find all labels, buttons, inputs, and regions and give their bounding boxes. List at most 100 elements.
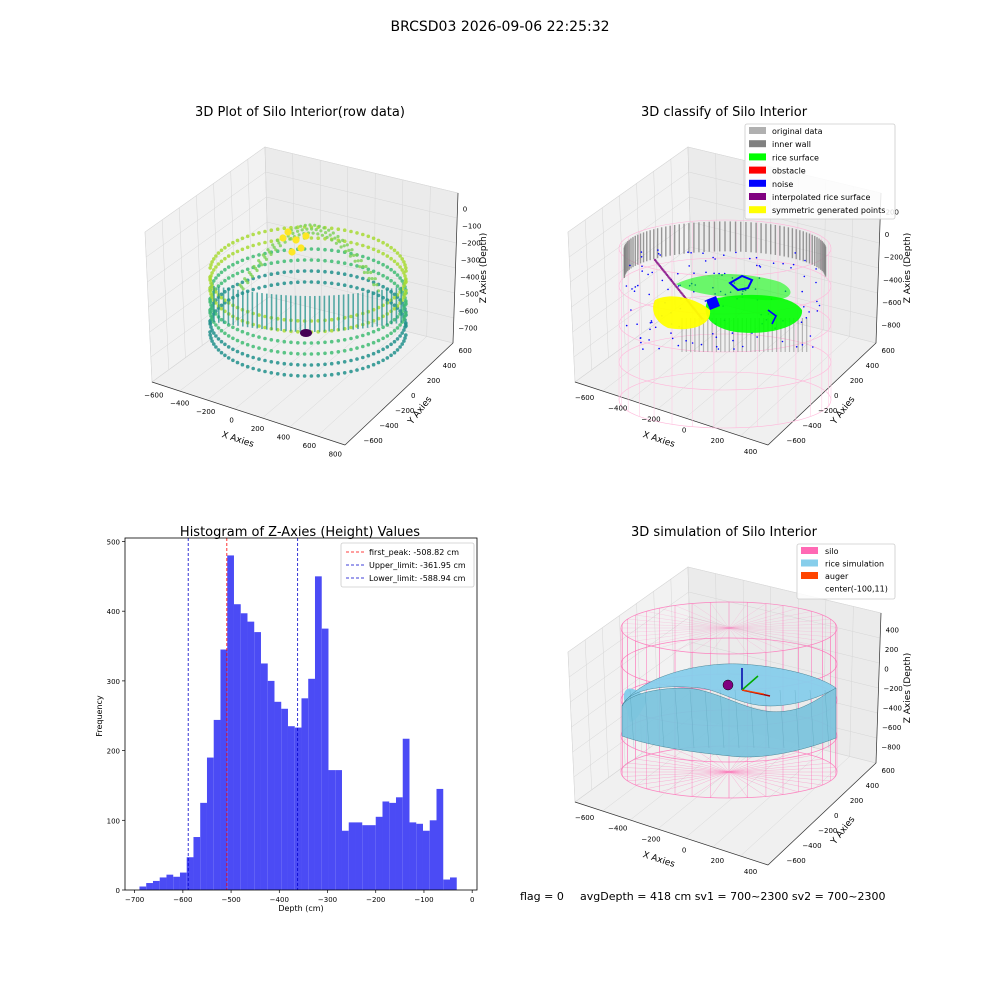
raw-point [231,240,235,245]
silo-wire-spoke [728,771,812,789]
y-axis-line [344,342,454,446]
raw-point [402,306,406,310]
raw-point [361,254,365,259]
noise-point [715,336,718,339]
raw-data-title: 3D Plot of Silo Interior(row data) [195,105,405,120]
raw-point [316,236,321,240]
raw-point [245,234,250,239]
raw-point-high [279,234,287,242]
histogram-bar [341,830,349,890]
raw-point [272,245,276,249]
raw-point [302,258,307,262]
noise-point [648,293,650,296]
histogram-bar [368,825,376,890]
raw-point [355,275,359,279]
silo-wire-spoke [674,627,730,651]
x-tick-label: −600 [173,896,192,904]
raw-point [361,232,365,237]
raw-point [320,233,324,237]
z-tick-label: −200 [884,254,903,262]
raw-point [398,276,402,280]
grid-line [689,641,879,689]
raw-point [366,245,371,250]
silo-wire-spoke [710,771,730,798]
silo-wire-spoke [635,627,730,642]
x-tick-label: 200 [251,425,264,433]
raw-point [371,258,376,263]
raw-point [226,254,231,258]
raw-point [392,281,397,286]
noise-point [651,321,653,324]
rice-sim-mesh [629,689,635,749]
legend-swatch [801,572,818,579]
raw-point [282,361,287,366]
silo-wire-spoke [728,602,748,629]
raw-point [398,265,402,269]
silo-wire-spoke [674,749,730,773]
raw-point [336,260,341,265]
raw-point [336,339,341,343]
x-tick-label: 200 [711,437,724,445]
rice-surface-area [705,294,803,333]
silo-wire-spoke [622,623,730,629]
raw-point [302,352,307,356]
silo-wire-spoke [728,771,823,786]
silo-wire-spoke [627,627,730,638]
legend-swatch [749,166,766,174]
raw-point-high [292,236,300,244]
raw-point [251,232,255,237]
raw-point [275,372,280,376]
raw-point [392,259,397,264]
raw-point [403,303,407,307]
raw-data-z-ticks: 0 −100 −200 −300 −400 −500 −600 −700 [458,206,481,333]
raw-point [404,289,408,293]
x-tick-label: −600 [575,394,594,402]
histogram-bars [139,555,457,890]
histogram-bar [254,632,261,890]
raw-point [289,269,293,274]
raw-point [344,249,348,253]
raw-point [282,259,287,264]
raw-point [231,284,235,289]
noise-point [803,306,805,308]
legend-swatch [801,547,818,554]
noise-point [691,342,694,344]
raw-point [309,280,314,284]
raw-point [216,337,221,341]
legend-label: obstacle [772,167,806,176]
histogram-y-label: Frequency [95,695,104,737]
y-tick-label: −200 [395,407,414,415]
silo-wire-spoke [728,767,836,773]
x-tick-label: 0 [682,846,686,854]
raw-point [296,269,300,274]
silo-wire-spoke [728,771,767,797]
x-tick-label: −600 [144,391,163,399]
silo-wire-spoke [728,627,784,651]
grid-line [265,171,458,219]
raw-point [334,241,338,245]
raw-point [289,362,293,367]
histogram-bar [314,576,322,890]
raw-point [323,340,327,345]
raw-point [214,312,218,316]
raw-point [355,253,359,257]
raw-point [361,366,365,371]
x-tick-label: −300 [318,896,337,904]
raw-point [209,292,213,296]
raw-point [381,347,385,352]
raw-point [327,228,331,232]
raw-point [376,360,381,365]
histogram-bar [416,823,423,890]
classify-legend-box [744,123,896,220]
raw-point [381,240,385,245]
raw-point [402,328,406,332]
raw-point [245,353,250,358]
histogram-bar [321,628,329,890]
grid-line [690,246,878,294]
raw-point [395,251,400,255]
raw-point [347,248,351,252]
raw-point [372,283,376,287]
z-tick-label: −400 [883,704,902,712]
raw-point [282,372,287,377]
silo-wire-spoke [659,627,730,649]
